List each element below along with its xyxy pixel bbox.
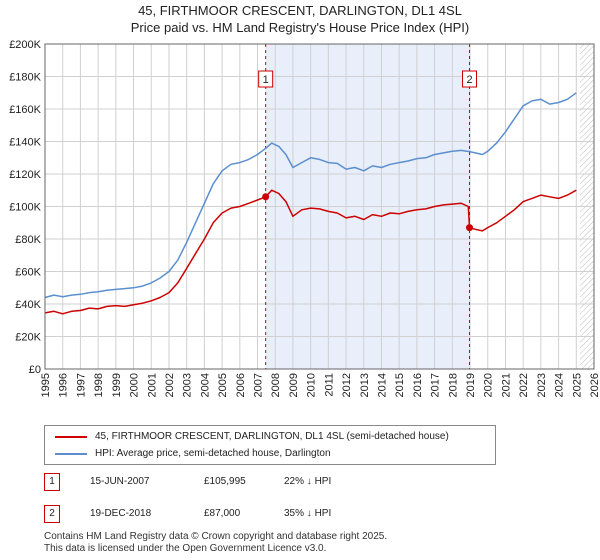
x-tick-label: 2016 bbox=[412, 373, 424, 397]
sale-label-text: 2 bbox=[466, 74, 472, 86]
x-tick-label: 2006 bbox=[235, 373, 247, 397]
sale-price: £87,000 bbox=[204, 508, 241, 519]
x-tick-label: 2005 bbox=[217, 373, 229, 397]
y-tick-label: £160K bbox=[9, 104, 41, 116]
x-tick-label: 2000 bbox=[129, 373, 141, 397]
legend-label-property: 45, FIRTHMOOR CRESCENT, DARLINGTON, DL1 … bbox=[95, 431, 449, 442]
sale-date: 19-DEC-2018 bbox=[90, 508, 152, 519]
legend-line-hpi bbox=[55, 453, 87, 455]
sale-label-text: 1 bbox=[263, 74, 269, 86]
plot-frame bbox=[44, 43, 595, 370]
x-tick-label: 1996 bbox=[58, 373, 70, 397]
x-tick-label: 2003 bbox=[182, 373, 194, 397]
chart-title-block: 45, FIRTHMOOR CRESCENT, DARLINGTON, DL1 … bbox=[0, 2, 600, 36]
x-tick-label: 2004 bbox=[199, 373, 211, 397]
x-tick-label: 1998 bbox=[93, 373, 105, 397]
sale-marker-badge: 2 bbox=[44, 505, 60, 523]
x-tick-label: 2009 bbox=[288, 373, 300, 397]
legend-label-hpi: HPI: Average price, semi-detached house,… bbox=[95, 448, 331, 459]
line-chart: 1 2 £0 £20K £40K £60K £80K £100K £120K £140K £160K… bbox=[9, 39, 600, 397]
legend: 45, FIRTHMOOR CRESCENT, DARLINGTON, DL1 … bbox=[44, 425, 496, 465]
x-tick-label: 2025 bbox=[571, 373, 583, 397]
hpi-series-line bbox=[44, 92, 577, 299]
y-tick-label: £40K bbox=[15, 299, 41, 311]
sale-label-box bbox=[462, 70, 478, 88]
x-tick-label: 2022 bbox=[518, 373, 530, 397]
x-tick-label: 1999 bbox=[111, 373, 123, 397]
y-tick-label: £120K bbox=[9, 169, 41, 181]
x-tick-label: 2007 bbox=[253, 373, 265, 397]
x-tick-label: 2018 bbox=[447, 373, 459, 397]
x-tick-label: 2021 bbox=[500, 373, 512, 397]
x-tick-label: 2012 bbox=[341, 373, 353, 397]
sale-hpi-diff: 22% ↓ HPI bbox=[284, 476, 332, 487]
x-tick-label: 2011 bbox=[323, 373, 335, 397]
footer-line-1: Contains HM Land Registry data © Crown c… bbox=[44, 531, 388, 542]
x-tick-label: 2013 bbox=[359, 373, 371, 397]
x-tick-label: 2008 bbox=[270, 373, 282, 397]
x-tick-label: 2002 bbox=[164, 373, 176, 397]
x-tick-label: 2023 bbox=[536, 373, 548, 397]
chart-title: 45, FIRTHMOOR CRESCENT, DARLINGTON, DL1 … bbox=[138, 3, 462, 18]
sale-marker-badge: 1 bbox=[44, 473, 60, 491]
x-tick-label: 1995 bbox=[40, 373, 52, 397]
y-tick-label: £180K bbox=[9, 72, 41, 84]
x-tick-label: 2019 bbox=[465, 373, 477, 397]
y-tick-label: £60K bbox=[15, 267, 41, 279]
footer-line-2: This data is licensed under the Open Gov… bbox=[44, 543, 327, 554]
x-tick-label: 2014 bbox=[376, 373, 388, 397]
y-tick-label: £140K bbox=[9, 137, 41, 149]
y-tick-label: £20K bbox=[15, 332, 41, 344]
x-tick-label: 2001 bbox=[146, 373, 158, 397]
sale-point bbox=[262, 193, 270, 201]
sale-hpi-diff: 35% ↓ HPI bbox=[284, 508, 332, 519]
y-tick-label: £100K bbox=[9, 202, 41, 214]
sale-date: 15-JUN-2007 bbox=[90, 476, 150, 487]
y-tick-label: £80K bbox=[15, 234, 41, 246]
x-tick-label: 2026 bbox=[589, 373, 600, 397]
y-tick-label: £200K bbox=[9, 39, 41, 51]
footer-attribution: Contains HM Land Registry data © Crown c… bbox=[44, 531, 387, 555]
legend-line-property bbox=[55, 436, 87, 438]
property-series-line bbox=[44, 189, 577, 315]
x-tick-label: 2010 bbox=[306, 373, 318, 397]
x-tick-label: 2020 bbox=[483, 373, 495, 397]
chart-subtitle: Price paid vs. HM Land Registry's House … bbox=[130, 20, 470, 35]
x-tick-label: 2015 bbox=[394, 373, 406, 397]
x-tick-label: 2017 bbox=[430, 373, 442, 397]
y-tick-label: £0 bbox=[29, 364, 41, 376]
sale-price: £105,995 bbox=[204, 476, 246, 487]
sale-label-box bbox=[258, 70, 274, 88]
x-tick-label: 2024 bbox=[554, 373, 566, 397]
x-tick-label: 1997 bbox=[75, 373, 87, 397]
sale-point bbox=[466, 224, 474, 232]
